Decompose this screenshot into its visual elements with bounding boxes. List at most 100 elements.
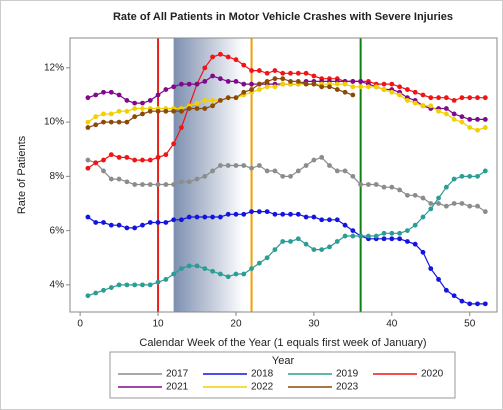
data-point [93, 114, 99, 120]
data-point [295, 211, 301, 217]
data-point [272, 168, 278, 174]
legend-box [109, 351, 456, 399]
data-point [124, 97, 130, 103]
data-point [327, 217, 332, 223]
data-point [303, 214, 309, 220]
data-point [264, 168, 270, 174]
data-point [155, 182, 161, 187]
data-point [233, 163, 239, 168]
data-point [397, 230, 403, 236]
data-point [85, 214, 91, 220]
data-point [194, 214, 200, 220]
data-point [249, 68, 254, 73]
data-point [249, 87, 254, 92]
data-point [272, 211, 278, 217]
data-point [404, 239, 410, 244]
data-point [163, 220, 169, 225]
data-point [108, 119, 114, 125]
data-point [303, 163, 309, 168]
legend-label: 2017 [166, 369, 189, 380]
data-point [147, 97, 153, 103]
data-point [389, 236, 395, 242]
data-point [381, 184, 387, 190]
data-point [459, 114, 465, 120]
data-point [272, 84, 278, 90]
data-point [124, 154, 130, 160]
data-point [459, 95, 465, 101]
data-point [101, 89, 106, 95]
y-axis-label: Rate of Patients [16, 135, 28, 214]
data-point [171, 108, 177, 114]
data-point [225, 163, 231, 168]
data-point [420, 195, 426, 201]
data-point [186, 179, 192, 185]
legend-label: 2023 [336, 382, 359, 393]
data-point [101, 168, 106, 174]
data-point [256, 163, 262, 168]
data-point [404, 97, 410, 103]
data-point [101, 287, 106, 293]
data-point [350, 173, 356, 179]
data-point [85, 293, 91, 299]
data-point [389, 230, 395, 236]
data-point [381, 87, 387, 92]
data-point [217, 163, 223, 168]
data-point [186, 263, 192, 269]
data-point [451, 176, 457, 182]
data-point [85, 157, 91, 163]
data-point [93, 290, 99, 296]
data-point [101, 157, 106, 163]
data-point [217, 97, 223, 103]
data-point [155, 92, 161, 98]
data-point [475, 173, 480, 179]
data-point [475, 203, 480, 209]
data-point [311, 73, 317, 79]
data-point [93, 92, 99, 98]
data-point [101, 119, 106, 125]
data-point [210, 54, 215, 60]
data-point [459, 298, 465, 304]
data-point [241, 211, 247, 217]
data-point [443, 184, 449, 190]
data-point [482, 168, 488, 174]
data-point [350, 228, 356, 234]
data-point [412, 241, 418, 247]
data-point [272, 76, 278, 82]
data-point [467, 173, 473, 179]
data-point [249, 81, 254, 87]
data-point [210, 214, 215, 220]
legend-label: 2019 [336, 369, 359, 380]
data-point [210, 73, 215, 79]
data-point [116, 176, 122, 182]
data-point [140, 222, 145, 228]
data-point [217, 51, 223, 57]
data-point [342, 81, 348, 87]
series-line [87, 211, 486, 305]
data-point [358, 233, 364, 239]
data-point [163, 182, 169, 187]
data-point [124, 282, 130, 288]
data-point [451, 111, 457, 117]
y-tick-label: 10% [44, 117, 64, 128]
data-point [132, 100, 138, 106]
data-point [132, 106, 138, 111]
data-point [295, 168, 301, 174]
data-point [108, 222, 114, 228]
data-point [327, 84, 332, 90]
data-point [397, 84, 403, 90]
data-point [194, 176, 200, 182]
data-point [358, 182, 364, 187]
data-point [210, 268, 215, 274]
data-point [194, 81, 200, 87]
data-point [132, 114, 138, 120]
data-point [210, 97, 215, 103]
data-point [225, 274, 231, 280]
data-point [171, 271, 177, 277]
data-point [194, 100, 200, 106]
data-point [412, 100, 418, 106]
data-point [210, 103, 215, 109]
data-point [225, 95, 231, 101]
data-point [311, 157, 317, 163]
data-point [179, 217, 184, 223]
data-point [366, 182, 371, 187]
